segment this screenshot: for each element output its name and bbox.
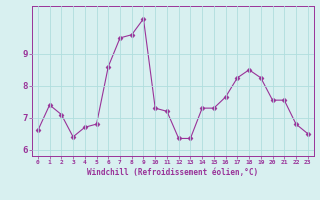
X-axis label: Windchill (Refroidissement éolien,°C): Windchill (Refroidissement éolien,°C) <box>87 168 258 177</box>
